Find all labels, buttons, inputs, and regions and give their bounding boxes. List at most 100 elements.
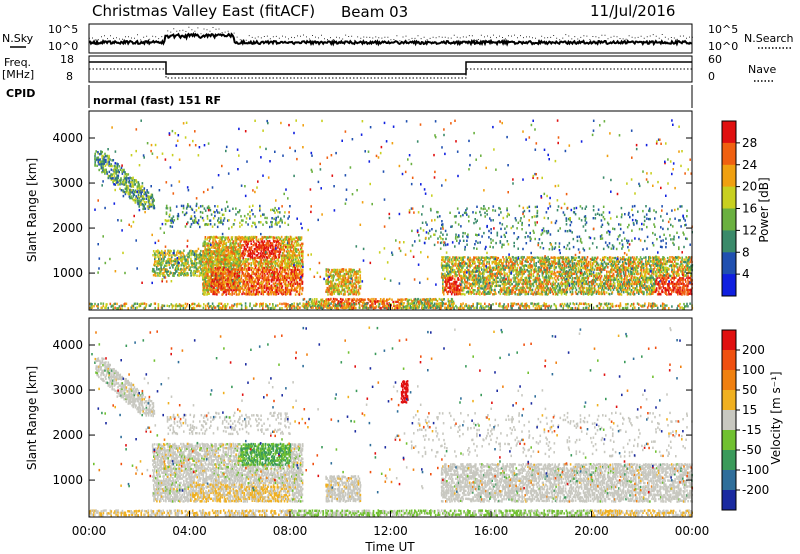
range-gate-cell: [110, 163, 112, 166]
range-gate-cell: [216, 293, 218, 296]
range-gate-cell: [268, 250, 271, 253]
range-gate-cell: [351, 278, 354, 282]
range-gate-cell: [240, 254, 242, 258]
range-gate-cell: [196, 270, 198, 273]
range-gate-cell: [187, 258, 189, 261]
range-gate-cell: [204, 265, 206, 268]
range-gate-cell: [136, 199, 139, 202]
range-gate-cell: [430, 302, 432, 305]
range-gate-cell: [219, 287, 221, 290]
range-gate-cell: [233, 282, 235, 286]
range-gate-cell: [169, 219, 172, 222]
range-gate-cell: [351, 276, 353, 280]
range-gate-cell: [282, 291, 285, 294]
range-gate-cell: [124, 302, 126, 305]
range-gate-cell: [369, 298, 371, 301]
range-gate-cell: [281, 219, 283, 222]
range-gate-cell: [247, 264, 250, 268]
range-gate-cell: [209, 266, 212, 269]
range-gate-cell: [338, 271, 340, 274]
range-gate-cell: [238, 274, 240, 277]
range-gate-cell: [350, 284, 353, 288]
range-gate-cell: [148, 200, 151, 204]
range-gate-cell: [104, 172, 106, 175]
range-gate-cell: [289, 293, 291, 296]
range-gate-cell: [449, 273, 452, 276]
range-gate-cell: [123, 183, 125, 186]
range-gate-cell: [206, 223, 209, 226]
range-gate-cell: [284, 254, 287, 257]
range-gate-cell: [103, 158, 105, 162]
range-gate-cell: [219, 263, 221, 267]
range-gate-cell: [407, 304, 409, 307]
range-gate-cell: [142, 195, 145, 198]
range-gate-cell: [240, 304, 243, 307]
range-gate-cell: [108, 163, 110, 166]
range-gate-cell: [273, 307, 275, 310]
range-gate-cell: [101, 150, 103, 154]
range-gate-cell: [270, 264, 273, 268]
range-gate-cell: [339, 277, 341, 280]
range-gate-cell: [343, 305, 346, 308]
range-gate-cell: [473, 256, 476, 260]
range-gate-cell: [283, 240, 286, 244]
range-gate-cell: [238, 266, 241, 270]
range-gate-cell: [140, 199, 142, 202]
range-gate-cell: [273, 284, 276, 288]
range-gate-cell: [289, 248, 292, 251]
range-gate-cell: [261, 274, 263, 277]
range-gate-cell: [452, 300, 455, 303]
range-gate-cell: [281, 293, 284, 296]
range-gate-cell: [233, 268, 236, 271]
range-gate-cell: [254, 260, 256, 264]
range-gate-cell: [301, 274, 304, 277]
range-gate-cell: [165, 207, 168, 210]
range-gate-cell: [260, 221, 262, 224]
range-gate-cell: [300, 258, 302, 262]
range-gate-cell: [225, 307, 227, 310]
range-gate-cell: [214, 292, 216, 296]
range-gate-cell: [206, 250, 208, 253]
range-gate-cell: [166, 304, 169, 307]
range-gate-cell: [347, 272, 350, 275]
range-gate-cell: [449, 300, 451, 303]
range-gate-cell: [287, 223, 290, 226]
range-gate-cell: [250, 235, 253, 239]
range-gate-cell: [226, 236, 228, 239]
range-gate-cell: [332, 279, 334, 282]
range-gate-cell: [301, 289, 304, 292]
range-gate-cell: [607, 302, 610, 305]
range-gate-cell: [278, 236, 281, 239]
range-gate-cell: [247, 223, 249, 226]
range-gate-cell: [199, 266, 201, 269]
range-gate-cell: [283, 215, 285, 218]
range-gate-cell: [467, 262, 469, 266]
range-gate-cell: [356, 272, 359, 275]
range-gate-cell: [199, 252, 201, 255]
range-gate-cell: [290, 262, 293, 266]
range-gate-cell: [311, 300, 314, 303]
range-gate-cell: [648, 302, 650, 305]
range-gate-cell: [208, 270, 211, 274]
range-gate-cell: [108, 174, 110, 178]
range-gate-cell: [344, 306, 346, 310]
range-gate-cell: [193, 219, 196, 222]
range-gate-cell: [238, 275, 241, 279]
range-gate-cell: [232, 260, 235, 263]
range-gate-cell: [285, 272, 288, 275]
range-gate-cell: [519, 304, 521, 307]
range-gate-cell: [254, 278, 256, 281]
freq-tick-low: 8: [66, 70, 73, 83]
range-gate-cell: [162, 304, 165, 307]
range-gate-cell: [222, 219, 225, 222]
range-gate-cell: [679, 306, 681, 309]
range-gate-cell: [257, 280, 260, 283]
range-gate-cell: [90, 304, 92, 308]
range-gate-cell: [260, 285, 263, 288]
range-gate-cell: [358, 286, 360, 289]
range-gate-cell: [307, 300, 310, 304]
range-gate-cell: [638, 307, 640, 310]
range-gate-cell: [254, 256, 257, 260]
range-gate-cell: [293, 248, 296, 251]
